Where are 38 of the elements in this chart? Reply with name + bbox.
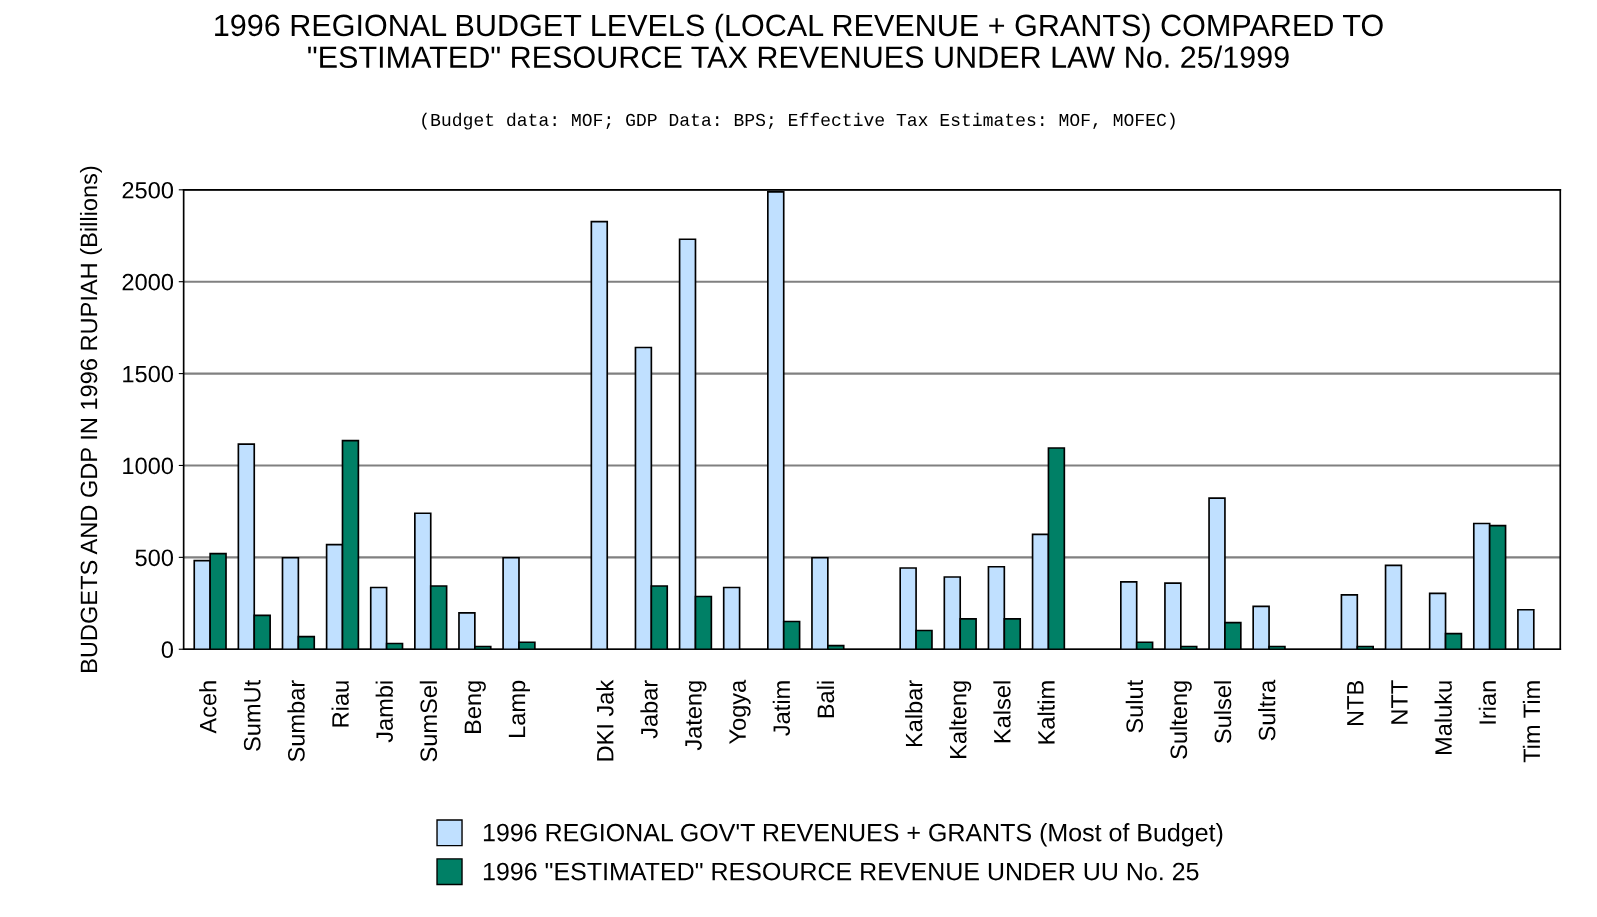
y-tick-label: 1500 bbox=[123, 365, 174, 383]
x-tick-label: Kalsel bbox=[993, 681, 1011, 743]
chart-title: 1996 REGIONAL BUDGET LEVELS (LOCAL REVENUE + GRANTS) COMPARED TO "ESTIMATED" RESOURCE TAX REVENUES UNDER LAW No. 25/1999 bbox=[215, 13, 1383, 68]
x-tick-label: Sulteng bbox=[1169, 681, 1192, 759]
x-tick-label: Jatim bbox=[772, 681, 791, 736]
x-tick-label: Beng bbox=[464, 681, 486, 733]
x-tick-label: Sumbar bbox=[287, 680, 305, 762]
legend-label: 1996 REGIONAL GOV'T REVENUES + GRANTS (Most of Budget) bbox=[483, 823, 1223, 847]
y-tick-label: 500 bbox=[135, 549, 174, 567]
y-tick-label: 0 bbox=[161, 641, 174, 659]
x-tick-label: NTT bbox=[1391, 680, 1408, 724]
x-tick-label: Jabar bbox=[640, 680, 658, 739]
x-tick-label: Tim Tim bbox=[1522, 681, 1540, 763]
y-tick-label: 2500 bbox=[122, 181, 174, 199]
x-tick-label: Bali bbox=[816, 681, 835, 718]
x-tick-label: Irian bbox=[1478, 681, 1497, 724]
chart-subtitle: (Budget data: MOF; GDP Data: BPS; Effective Tax Estimates: MOF, MOFEC) bbox=[422, 112, 1175, 130]
x-tick-label: NTB bbox=[1347, 681, 1364, 726]
x-tick-label: Lamp bbox=[508, 680, 530, 737]
x-tick-label: Kalbar bbox=[905, 680, 923, 747]
x-tick-label: SumSel bbox=[419, 681, 438, 762]
x-tick-label: Sulsel bbox=[1213, 681, 1232, 744]
y-tick-label: 1000 bbox=[123, 457, 174, 475]
x-tick-label: Sulut bbox=[1125, 679, 1144, 733]
x-tick-label: Kaltim bbox=[1037, 681, 1055, 744]
x-tick-label: Jateng bbox=[685, 681, 707, 751]
legend-label: 1996 "ESTIMATED" RESOURCE REVENUE UNDER UU No. 25 bbox=[483, 862, 1199, 881]
x-tick-label: Jambi bbox=[375, 681, 393, 743]
x-tick-label: Sultra bbox=[1258, 679, 1276, 741]
y-axis-title: BUDGETS AND GDP IN 1996 RUPIAH (Billions) bbox=[79, 166, 102, 672]
x-tick-label: Riau bbox=[331, 681, 349, 727]
x-tick-label: DKI Jak bbox=[596, 679, 614, 761]
x-tick-label: Kalteng bbox=[949, 681, 972, 758]
y-tick-label: 2000 bbox=[122, 273, 174, 291]
x-tick-label: SumUt bbox=[243, 679, 261, 751]
x-tick-label: Maluku bbox=[1434, 681, 1452, 754]
x-tick-label: Yogya bbox=[729, 679, 751, 745]
x-tick-label: Aceh bbox=[199, 681, 217, 734]
